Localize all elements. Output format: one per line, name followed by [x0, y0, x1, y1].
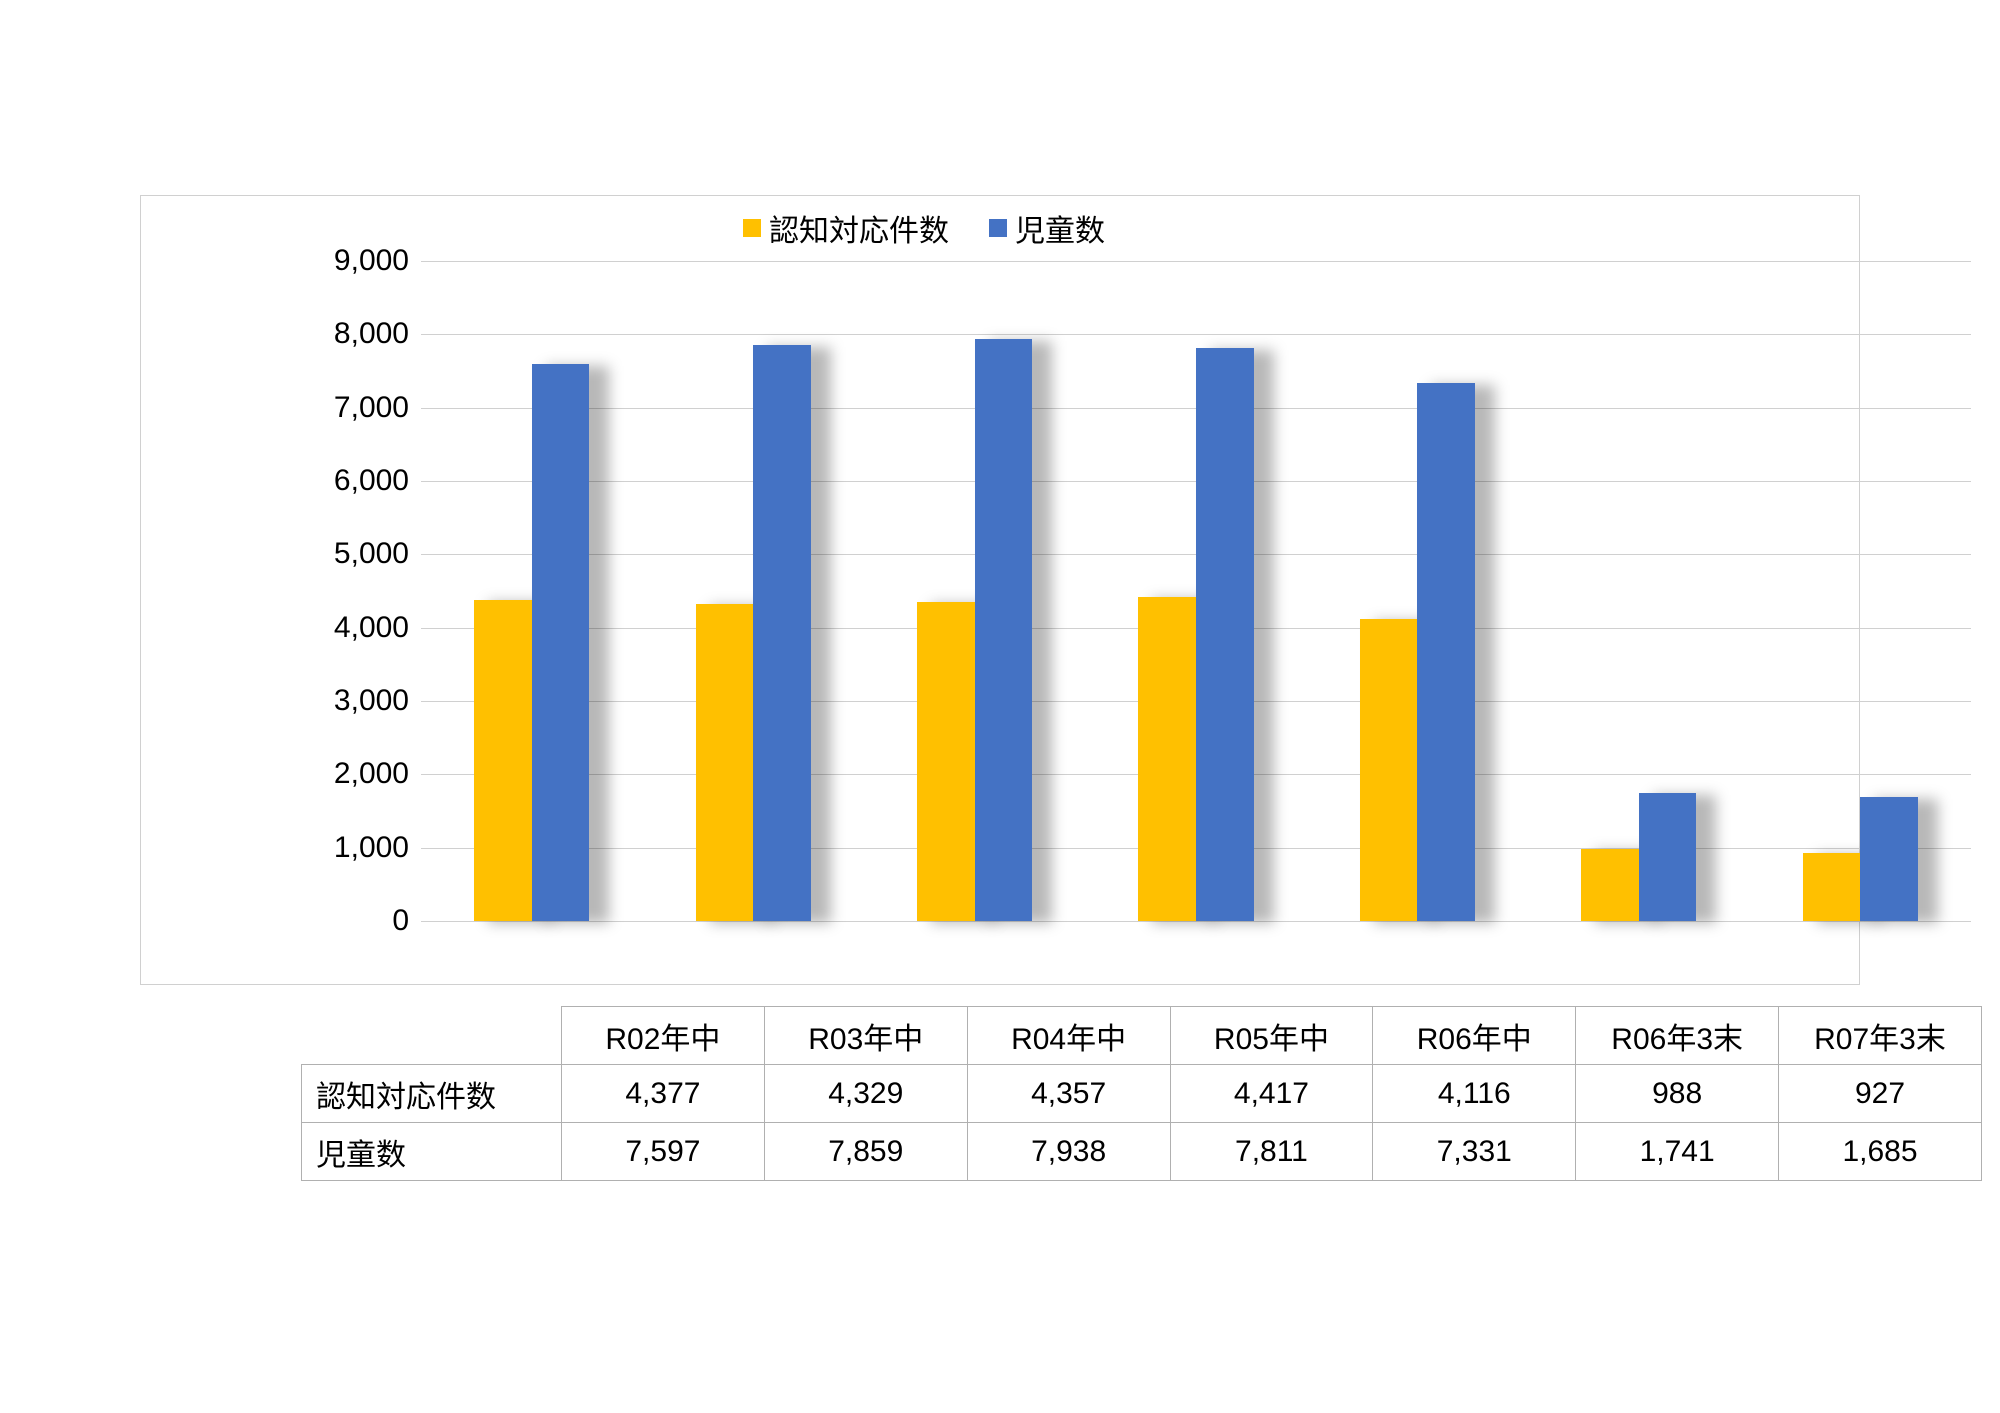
y-tick-label: 1,000	[334, 831, 421, 865]
y-tick-label: 5,000	[334, 537, 421, 571]
y-tick-label: 7,000	[334, 391, 421, 425]
bar-face	[1138, 597, 1196, 921]
bar	[1581, 849, 1639, 921]
bar-face	[753, 345, 811, 921]
table-cell: 988	[1576, 1065, 1779, 1123]
bar-face	[696, 604, 754, 921]
bar-group	[1750, 261, 1971, 921]
table-cell: 7,859	[764, 1123, 967, 1181]
y-tick-label: 8,000	[334, 317, 421, 351]
bar-face	[1417, 383, 1475, 921]
legend-label: 認知対応件数	[769, 206, 949, 250]
legend: 認知対応件数 児童数	[743, 206, 1105, 250]
y-tick-label: 6,000	[334, 464, 421, 498]
bar	[1639, 793, 1697, 921]
table-col-header: R05年中	[1170, 1007, 1373, 1065]
bar-face	[1639, 793, 1697, 921]
bar-face	[1360, 619, 1418, 921]
table-col-header: R03年中	[764, 1007, 967, 1065]
bar	[474, 600, 532, 921]
y-tick-label: 9,000	[334, 244, 421, 278]
table-cell: 4,417	[1170, 1065, 1373, 1123]
table-row: 認知対応件数4,3774,3294,3574,4174,116988927	[302, 1065, 1982, 1123]
bar	[1417, 383, 1475, 921]
bars-layer	[421, 261, 1971, 921]
table-corner-cell	[302, 1007, 562, 1065]
bar	[975, 339, 1033, 921]
bar	[1860, 797, 1918, 921]
bar	[1138, 597, 1196, 921]
bar-group	[1528, 261, 1749, 921]
table-cell: 1,685	[1779, 1123, 1982, 1181]
bar-group	[421, 261, 642, 921]
legend-label: 児童数	[1015, 206, 1105, 250]
bar-group	[1085, 261, 1306, 921]
table-col-header: R06年中	[1373, 1007, 1576, 1065]
y-tick-label: 3,000	[334, 684, 421, 718]
bar-group	[1307, 261, 1528, 921]
table-col-header: R02年中	[562, 1007, 765, 1065]
bar	[532, 364, 590, 921]
table-cell: 1,741	[1576, 1123, 1779, 1181]
plot-area: 01,0002,0003,0004,0005,0006,0007,0008,00…	[421, 261, 1971, 921]
table-cell: 7,938	[967, 1123, 1170, 1181]
table-col-header: R04年中	[967, 1007, 1170, 1065]
table-cell: 4,329	[764, 1065, 967, 1123]
table-cell: 927	[1779, 1065, 1982, 1123]
legend-item: 認知対応件数	[743, 206, 949, 250]
table-cell: 4,357	[967, 1065, 1170, 1123]
table-col-header: R06年3末	[1576, 1007, 1779, 1065]
bar-face	[474, 600, 532, 921]
bar	[1803, 853, 1861, 921]
bar-face	[1860, 797, 1918, 921]
chart-container: 認知対応件数 児童数 0 1,000 2,000 3,000 4,000 5,000 6,000…	[140, 195, 1860, 985]
table-row-label: 認知対応件数	[302, 1065, 562, 1123]
table-row: 児童数7,5977,8597,9387,8117,3311,7411,685	[302, 1123, 1982, 1181]
bar	[753, 345, 811, 921]
bar	[917, 602, 975, 922]
table-cell: 7,811	[1170, 1123, 1373, 1181]
bar-face	[917, 602, 975, 922]
bar-face	[532, 364, 590, 921]
y-tick-label: 2,000	[334, 757, 421, 791]
legend-swatch	[743, 219, 761, 237]
table-cell: 7,597	[562, 1123, 765, 1181]
bar-face	[1803, 853, 1861, 921]
table-row-label: 児童数	[302, 1123, 562, 1181]
legend-swatch	[989, 219, 1007, 237]
bar-group	[642, 261, 863, 921]
bar-face	[975, 339, 1033, 921]
table-col-header: R07年3末	[1779, 1007, 1982, 1065]
data-table: R02年中R03年中R04年中R05年中R06年中R06年3末R07年3末認知対…	[301, 1006, 1982, 1181]
y-tick-label: 4,000	[334, 611, 421, 645]
y-tick-label: 0	[392, 904, 421, 938]
bar-face	[1196, 348, 1254, 921]
bar	[1360, 619, 1418, 921]
bar	[696, 604, 754, 921]
table-cell: 7,331	[1373, 1123, 1576, 1181]
bar-face	[1581, 849, 1639, 921]
table-cell: 4,377	[562, 1065, 765, 1123]
bar-group	[864, 261, 1085, 921]
table-cell: 4,116	[1373, 1065, 1576, 1123]
legend-item: 児童数	[989, 206, 1105, 250]
bar	[1196, 348, 1254, 921]
